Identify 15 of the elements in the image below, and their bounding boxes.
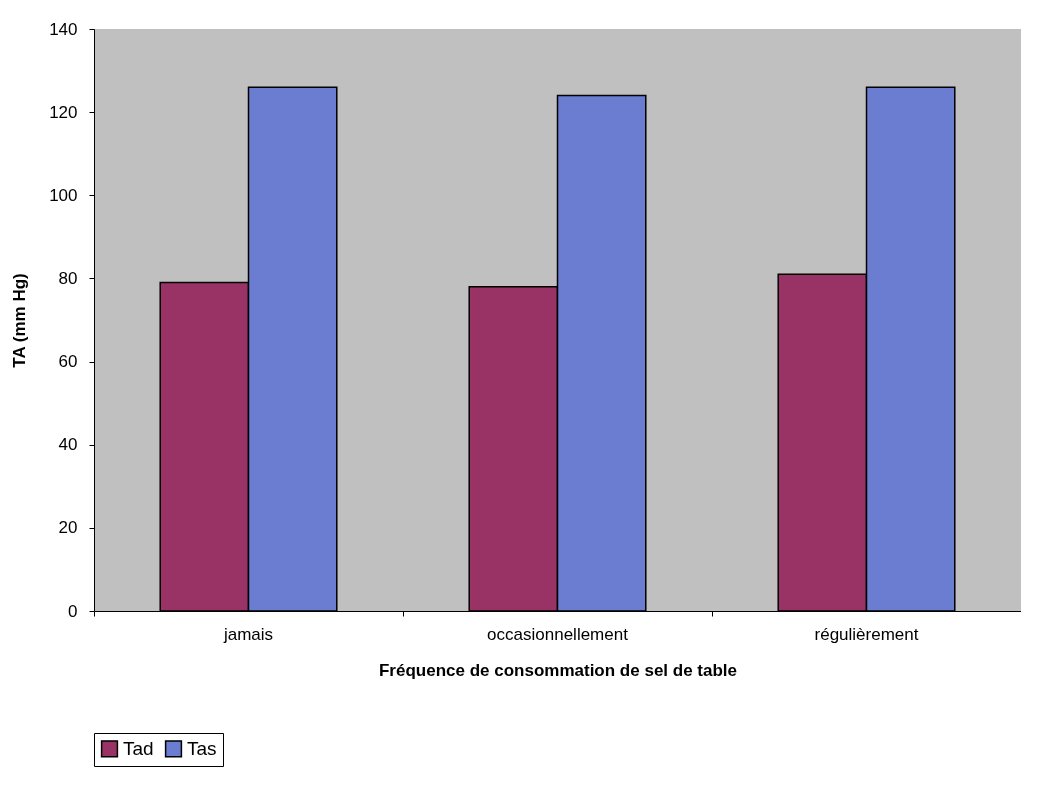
y-tick-label: 40 <box>58 435 78 455</box>
x-tick-label: régulièrement <box>814 624 919 644</box>
y-tick-label: 20 <box>58 518 78 538</box>
legend-label: Tad <box>123 737 154 759</box>
y-tick-label: 140 <box>49 19 78 39</box>
x-tick-label: jamais <box>222 624 274 644</box>
x-tick-label: occasionnellement <box>487 624 629 644</box>
y-tick-label: 80 <box>58 268 78 288</box>
legend-label: Tas <box>187 737 217 759</box>
y-tick-label: 60 <box>58 352 78 372</box>
y-tick-label: 0 <box>68 601 78 621</box>
y-axis-title: TA (mm Hg) <box>10 273 30 368</box>
y-tick-label: 120 <box>49 102 78 122</box>
x-axis-title: Fréquence de consommation de sel de table <box>378 660 738 680</box>
y-tick-label: 100 <box>49 185 78 205</box>
